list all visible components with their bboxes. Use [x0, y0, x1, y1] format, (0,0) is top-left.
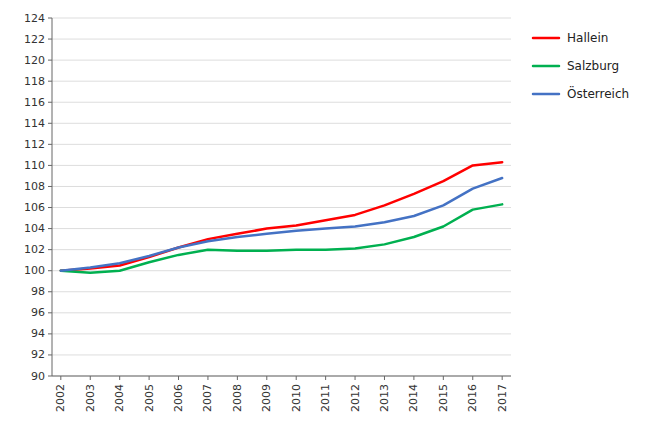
y-tick: [48, 333, 52, 334]
y-tick-label: 110: [24, 159, 45, 172]
x-tick: [237, 376, 238, 380]
axes: 90 92 94 96 98 100 102 104 106 108 110 112 114 116 118…: [24, 12, 511, 413]
legend: Hallein Salzburg Österreich: [533, 31, 629, 101]
grid-line: [52, 81, 511, 82]
x-axis-line: [52, 376, 511, 377]
y-tick-label: 120: [24, 54, 45, 67]
grid-line: [52, 39, 511, 40]
grid-line: [52, 165, 511, 166]
y-tick-label: 90: [31, 370, 45, 383]
y-tick: [48, 207, 52, 208]
x-tick-label: 2008: [231, 384, 244, 412]
y-tick-label: 122: [24, 33, 45, 46]
y-tick-label: 102: [24, 243, 45, 256]
grid-line: [52, 376, 511, 377]
y-tick-label: 96: [31, 306, 45, 319]
x-tick-label: 2007: [201, 384, 214, 412]
grid-line: [52, 207, 511, 208]
x-tick: [149, 376, 150, 380]
y-tick: [48, 165, 52, 166]
x-tick: [119, 376, 120, 380]
x-tick-label: 2003: [84, 384, 97, 412]
y-tick-label: 114: [24, 117, 45, 130]
grid-line: [52, 291, 511, 292]
x-tick-label: 2002: [54, 384, 67, 412]
grid: [52, 18, 511, 376]
x-tick: [472, 376, 473, 380]
grid-line: [52, 186, 511, 187]
series-line: [61, 178, 502, 271]
y-tick: [48, 312, 52, 313]
y-tick: [48, 102, 52, 103]
x-tick: [296, 376, 297, 380]
y-tick-label: 98: [31, 285, 45, 298]
y-tick-label: 92: [31, 348, 45, 361]
legend-label: Hallein: [567, 31, 608, 45]
grid-line: [52, 333, 511, 334]
x-tick: [207, 376, 208, 380]
x-tick-label: 2011: [319, 384, 332, 412]
y-tick: [48, 81, 52, 82]
x-tick-label: 2015: [437, 384, 450, 412]
x-tick-label: 2017: [496, 384, 509, 412]
y-tick: [48, 291, 52, 292]
x-tick-label: 2016: [466, 384, 479, 412]
chart: 90 92 94 96 98 100 102 104 106 108 110 112 114 116 118…: [0, 0, 669, 432]
x-tick: [266, 376, 267, 380]
grid-line: [52, 144, 511, 145]
grid-line: [52, 18, 511, 19]
x-tick: [502, 376, 503, 380]
grid-line: [52, 354, 511, 355]
grid-line: [52, 102, 511, 103]
x-tick-label: 2013: [378, 384, 391, 412]
y-tick: [48, 354, 52, 355]
legend-swatch: [533, 93, 559, 96]
y-tick: [48, 18, 52, 19]
grid-line: [52, 60, 511, 61]
x-tick: [178, 376, 179, 380]
y-tick: [48, 123, 52, 124]
grid-line: [52, 123, 511, 124]
y-tick: [48, 249, 52, 250]
y-tick: [48, 228, 52, 229]
y-tick-label: 112: [24, 138, 45, 151]
x-tick: [90, 376, 91, 380]
x-tick-label: 2010: [290, 384, 303, 412]
legend-swatch: [533, 37, 559, 40]
legend-label: Österreich: [567, 85, 629, 101]
series-group: [61, 162, 502, 273]
x-tick-label: 2014: [407, 384, 420, 412]
legend-swatch: [533, 65, 559, 68]
chart-container: 90 92 94 96 98 100 102 104 106 108 110 112 114 116 118…: [0, 0, 669, 432]
y-tick: [48, 270, 52, 271]
legend-label: Salzburg: [567, 59, 619, 73]
y-tick: [48, 144, 52, 145]
y-axis-line: [52, 18, 53, 376]
x-tick-label: 2004: [113, 384, 126, 412]
y-tick-label: 104: [24, 222, 45, 235]
y-tick: [48, 39, 52, 40]
x-tick-label: 2006: [172, 384, 185, 412]
y-tick: [48, 186, 52, 187]
x-tick-label: 2012: [349, 384, 362, 412]
y-tick: [48, 376, 52, 377]
y-tick-label: 116: [24, 96, 45, 109]
y-tick-label: 118: [24, 75, 45, 88]
x-tick: [325, 376, 326, 380]
grid-line: [52, 312, 511, 313]
x-tick-label: 2009: [260, 384, 273, 412]
x-tick: [60, 376, 61, 380]
x-tick: [413, 376, 414, 380]
y-tick-label: 108: [24, 180, 45, 193]
y-tick-label: 100: [24, 264, 45, 277]
x-tick: [384, 376, 385, 380]
series-line: [61, 162, 502, 270]
x-tick: [355, 376, 356, 380]
y-tick: [48, 60, 52, 61]
y-tick-label: 106: [24, 201, 45, 214]
x-tick-label: 2005: [143, 384, 156, 412]
y-tick-label: 124: [24, 12, 45, 25]
x-tick: [443, 376, 444, 380]
y-tick-label: 94: [31, 327, 45, 340]
